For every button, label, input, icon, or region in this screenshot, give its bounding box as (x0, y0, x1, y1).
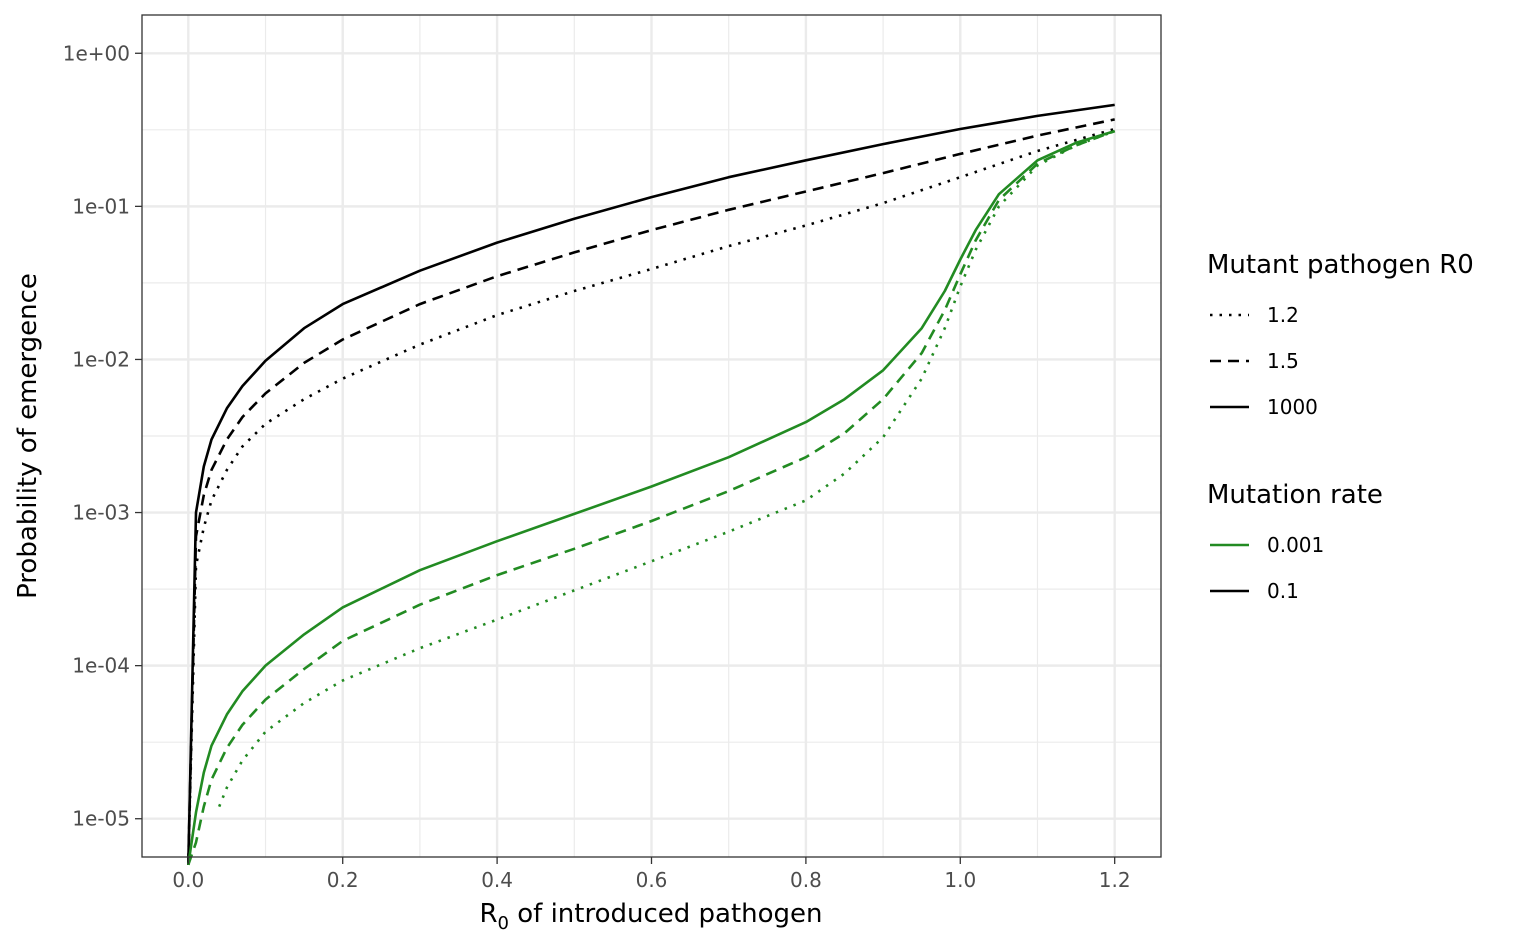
legend-title: Mutation rate (1207, 480, 1383, 510)
x-tick-label: 1.2 (1099, 868, 1131, 892)
series-lines (187, 103, 1116, 866)
y-axis: 1e-05 1e-04 1e-03 1e-02 1e-01 1e+00 (63, 41, 142, 831)
y-tick-label: 1e+00 (63, 41, 130, 65)
legend-entry-label: 0.1 (1267, 579, 1299, 603)
x-tick-label: 0.6 (636, 868, 668, 892)
x-axis-title-subscript: 0 (498, 913, 509, 934)
y-tick-label: 1e-03 (72, 501, 130, 525)
y-tick-label: 1e-05 (72, 807, 130, 831)
legend-entry-label: 1000 (1267, 395, 1318, 419)
legend-title: Mutant pathogen R0 (1207, 250, 1474, 280)
series-line-rate-0.1-r0-1.5 (187, 118, 1115, 865)
series-line-rate-0.001-r0-1.2 (217, 129, 1116, 808)
x-axis-title-rest: of introduced pathogen (509, 899, 823, 929)
legend-entry-label: 1.5 (1267, 349, 1299, 373)
y-tick-label: 1e-04 (72, 654, 130, 678)
y-tick-label: 1e-02 (72, 347, 130, 371)
y-axis-title: Probability of emergence (13, 273, 43, 599)
series-line-rate-0.001-r0-1.5 (187, 129, 1116, 866)
x-tick-label: 0.2 (327, 868, 359, 892)
series-line-rate-0.1-r0-1000 (187, 103, 1115, 865)
x-axis: 0.0 0.2 0.4 0.6 0.8 1.0 1.2 (172, 857, 1131, 892)
y-tick-label: 1e-01 (72, 194, 130, 218)
legend: Mutant pathogen R0 1.2 1.5 1000 Mutation rat… (1207, 250, 1474, 603)
x-tick-label: 0.4 (481, 868, 513, 892)
series-line-rate-0.001-r0-1000 (187, 129, 1116, 865)
x-axis-title: R0 of introduced pathogen (479, 899, 822, 934)
x-tick-label: 1.0 (944, 868, 976, 892)
legend-entry-label: 1.2 (1267, 303, 1299, 327)
x-tick-label: 0.8 (790, 868, 822, 892)
x-axis-title-main: R (479, 899, 497, 929)
grid (142, 15, 1161, 857)
x-tick-label: 0.0 (172, 868, 204, 892)
legend-entry-label: 0.001 (1267, 533, 1324, 557)
